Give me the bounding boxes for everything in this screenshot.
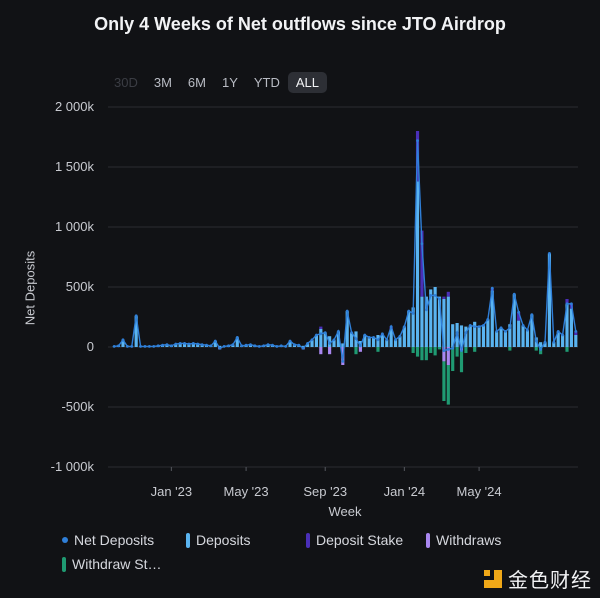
legend-item-net-deposits[interactable]: Net Deposits bbox=[62, 532, 154, 548]
legend-label: Deposit Stake bbox=[316, 532, 404, 548]
legend-label: Withdraw St… bbox=[72, 556, 162, 572]
x-tick-label: May '24 bbox=[456, 484, 502, 499]
legend-item-deposits[interactable]: Deposits bbox=[186, 532, 250, 548]
y-tick-label: -500k bbox=[61, 399, 94, 414]
deposit-stake-marker-icon bbox=[306, 532, 310, 548]
range-all[interactable]: ALL bbox=[287, 72, 328, 93]
range-1y[interactable]: 1Y bbox=[221, 75, 238, 90]
x-tick-label: May '23 bbox=[223, 484, 269, 499]
x-tick-label: Jan '23 bbox=[150, 484, 193, 499]
range-30d[interactable]: 30D bbox=[114, 75, 138, 90]
range-selector: 30D 3M 6M 1Y YTD ALL bbox=[106, 72, 328, 93]
withdraws-marker-icon bbox=[426, 532, 430, 548]
y-tick-label: 2 000k bbox=[54, 99, 94, 114]
jinse-logo-icon bbox=[484, 569, 502, 588]
legend-item-withdraw-stake[interactable]: Withdraw St… bbox=[62, 556, 161, 572]
chart-title: Only 4 Weeks of Net outflows since JTO A… bbox=[94, 14, 506, 34]
net-deposits-marker-icon bbox=[62, 537, 68, 543]
y-tick-label: -1 000k bbox=[50, 459, 94, 474]
legend-label: Deposits bbox=[196, 532, 251, 548]
x-tick-label: Jan '24 bbox=[383, 484, 426, 499]
withdraw-stake-marker-icon bbox=[62, 556, 66, 572]
legend-label: Net Deposits bbox=[74, 532, 155, 548]
x-tick-label: Sep '23 bbox=[303, 484, 348, 499]
legend-item-withdraws[interactable]: Withdraws bbox=[426, 532, 501, 548]
deposits-marker-icon bbox=[186, 532, 190, 548]
watermark-text: 金色财经 bbox=[508, 570, 592, 592]
y-tick-label: 0 bbox=[86, 339, 94, 354]
range-6m[interactable]: 6M bbox=[187, 75, 206, 90]
y-tick-label: 500k bbox=[65, 279, 94, 294]
y-tick-label: 1 500k bbox=[54, 159, 94, 174]
legend-label: Withdraws bbox=[436, 532, 502, 548]
range-3m[interactable]: 3M bbox=[153, 75, 172, 90]
x-axis-label: Week bbox=[328, 504, 362, 519]
range-ytd[interactable]: YTD bbox=[253, 75, 280, 90]
watermark-logo: 金色财经 bbox=[484, 564, 592, 593]
y-tick-label: 1 000k bbox=[54, 219, 94, 234]
legend-item-deposit-stake[interactable]: Deposit Stake bbox=[306, 532, 403, 548]
